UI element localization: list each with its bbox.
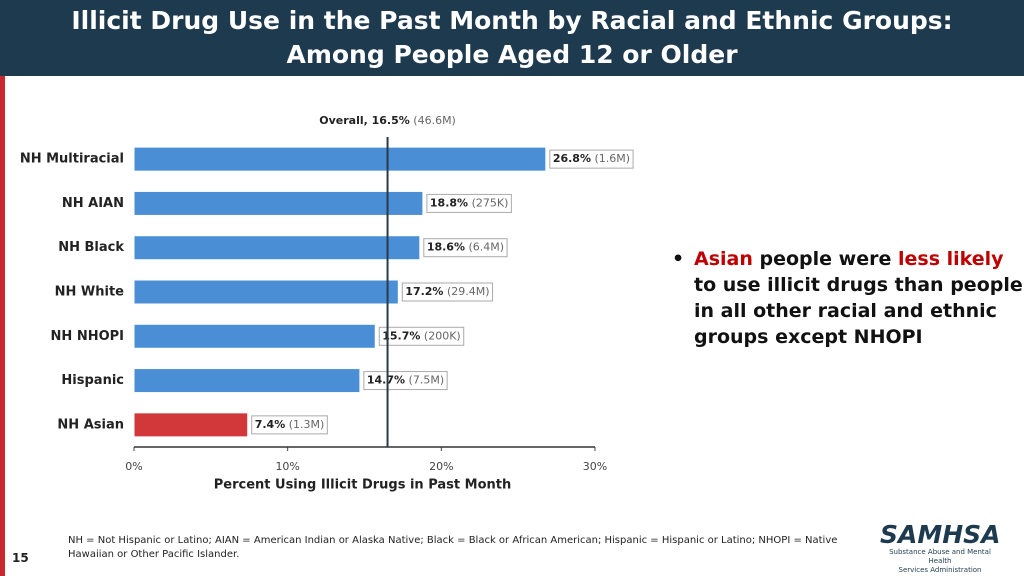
logo-text: Substance Abuse and Mental Health: [889, 548, 991, 565]
x-axis-title: Percent Using Illicit Drugs in Past Mont…: [214, 478, 512, 493]
count-label: (1.6M): [594, 152, 630, 165]
value-label: 7.4% (1.3M): [251, 415, 328, 435]
accent-bar: [0, 76, 5, 576]
title-line: Illicit Drug Use in the Past Month by Ra…: [71, 6, 953, 35]
y-tick-label: NH AIAN: [62, 196, 124, 211]
value-label: 17.2% (29.4M): [401, 282, 494, 302]
value-label-text: 17.2% (29.4M): [405, 285, 489, 298]
value-label-box: [363, 371, 448, 391]
value-label: 26.8%: [553, 152, 591, 165]
reference-count: (46.6M): [413, 114, 456, 127]
x-tick-label: 10%: [275, 460, 299, 473]
y-tick-label: NH Asian: [57, 417, 124, 432]
value-label-box: [549, 149, 634, 169]
bar: [133, 412, 249, 438]
value-label-text: 18.6% (6.4M): [427, 241, 504, 254]
x-tick-label: 0%: [125, 460, 142, 473]
value-label-box: [378, 326, 465, 346]
bullet-segment: people were: [759, 248, 892, 270]
value-label: 18.6% (6.4M): [423, 238, 508, 258]
count-label: (1.3M): [289, 418, 325, 431]
value-label: 15.7% (200K): [378, 326, 465, 346]
count-label: (275K): [472, 196, 509, 209]
value-label: 14.7%: [367, 374, 405, 387]
y-tick-label: NH White: [55, 285, 125, 300]
title-line: Among People Aged 12 or Older: [286, 40, 738, 69]
value-label-text: 7.4% (1.3M): [255, 418, 325, 431]
logo-name: SAMHSA: [880, 520, 1001, 549]
value-label-box: [423, 238, 508, 258]
bullet-segment: to use illicit drugs than people in all …: [694, 274, 1023, 348]
bar: [133, 279, 399, 305]
y-tick-label: Hispanic: [61, 373, 124, 388]
y-tick-label: NH NHOPI: [51, 329, 124, 344]
value-label: 17.2%: [405, 285, 443, 298]
y-tick-label: NH Multiracial: [20, 152, 124, 167]
value-label-box: [401, 282, 494, 302]
x-tick-label: 20%: [429, 460, 453, 473]
value-label-box: [426, 193, 512, 213]
bar: [133, 235, 421, 261]
count-label: (29.4M): [447, 285, 490, 298]
y-tick-label: NH Black: [58, 240, 124, 255]
bar: [133, 368, 361, 394]
footnote: NH = Not Hispanic or Latino; AIAN = Amer…: [68, 535, 838, 560]
value-label: 15.7%: [382, 329, 420, 342]
x-tick-label: 30%: [583, 460, 607, 473]
reference-label: Overall, 16.5% (46.6M): [319, 114, 456, 127]
count-label: (200K): [424, 329, 461, 342]
value-label-text: 14.7% (7.5M): [367, 374, 444, 387]
bullet-segment: Asian: [694, 248, 753, 270]
count-label: (7.5M): [409, 374, 445, 387]
value-label: 26.8% (1.6M): [549, 149, 634, 169]
value-label-box: [251, 415, 328, 435]
value-label-text: 18.8% (275K): [430, 196, 508, 209]
value-label-text: 15.7% (200K): [382, 329, 460, 342]
logo-text: Services Administration: [898, 566, 982, 574]
value-label: 18.8%: [430, 196, 468, 209]
value-label: 7.4%: [255, 418, 286, 431]
value-label: 18.8% (275K): [426, 193, 512, 213]
bullet: Asian people were less likely to use ill…: [672, 246, 1024, 350]
header: Illicit Drug Use in the Past Month by Ra…: [0, 0, 1024, 76]
value-label: 14.7% (7.5M): [363, 371, 448, 391]
bar: [133, 323, 376, 349]
logo: SAMHSA Substance Abuse and Mental Health…: [880, 520, 1001, 575]
bullet-segment: less likely: [897, 248, 1004, 270]
count-label: (6.4M): [468, 241, 504, 254]
value-label-text: 26.8% (1.6M): [553, 152, 630, 165]
bar: [133, 190, 424, 216]
reference-text: Overall, 16.5%: [319, 114, 410, 127]
page-number: 15: [12, 551, 29, 565]
value-label: 18.6%: [427, 241, 465, 254]
bar: [133, 146, 547, 172]
